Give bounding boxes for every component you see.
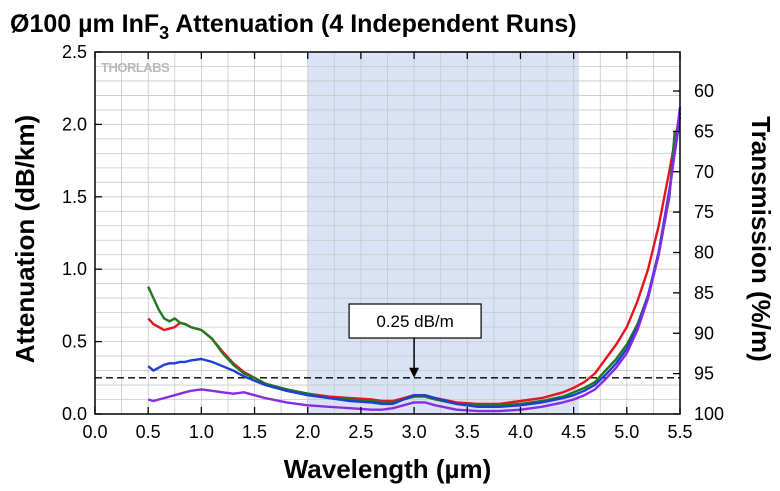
- grid-lines: [95, 52, 680, 414]
- y-tick-label: 1.0: [62, 259, 87, 279]
- x-tick-label: 4.0: [508, 422, 533, 442]
- y2-tick-label: 70: [694, 162, 714, 182]
- y2-tick-label: 85: [694, 283, 714, 303]
- y2-tick-label: 100: [694, 404, 724, 424]
- y-tick-label: 0.0: [62, 404, 87, 424]
- data-series: [147, 106, 682, 413]
- x-tick-label: 3.0: [402, 422, 427, 442]
- annotation-box: [348, 303, 482, 339]
- y2-tick-label: 65: [694, 121, 714, 141]
- x-tick-label: 4.5: [561, 422, 586, 442]
- series-line-2: [147, 131, 676, 407]
- y2-axis-title: Transmission (%/m): [746, 116, 776, 362]
- y2-tick-label: 60: [694, 81, 714, 101]
- x-tick-label: 3.5: [455, 422, 480, 442]
- x-tick-label: 5.0: [614, 422, 639, 442]
- series-line-3: [147, 117, 682, 408]
- series-line-4: [147, 106, 682, 413]
- chart-title-text: Ø100 µm InF3 Attenuation (4 Independent …: [10, 10, 577, 43]
- y-tick-label: 2.5: [62, 42, 87, 62]
- annotation: 0.25 dB/m: [348, 303, 482, 378]
- y-tick-label: 2.0: [62, 114, 87, 134]
- x-tick-label: 2.5: [348, 422, 373, 442]
- y-tick-label: 1.5: [62, 187, 87, 207]
- chart-title-subscript: 3: [159, 23, 169, 43]
- chart-title: Ø100 µm InF3 Attenuation (4 Independent …: [10, 10, 577, 43]
- x-tick-label: 0.5: [136, 422, 161, 442]
- x-tick-label: 1.5: [242, 422, 267, 442]
- x-axis-title: Wavelength (µm): [284, 454, 492, 484]
- chart-title-main: Ø100 µm InF: [10, 10, 159, 38]
- y2-tick-label: 80: [694, 243, 714, 263]
- y2-tick-label: 90: [694, 323, 714, 343]
- chart-title-rest: Attenuation (4 Independent Runs): [169, 10, 576, 38]
- annotation-arrow-head: [409, 367, 420, 378]
- x-tick-label: 2.0: [295, 422, 320, 442]
- annotation-label: 0.25 dB/m: [376, 312, 454, 331]
- y-tick-label: 0.5: [62, 332, 87, 352]
- thorlabs-watermark: THORLABS: [101, 60, 170, 75]
- axis-ticks: 0.0 0.5 1.0 1.5 2.0 2.5 3.0 3.5 4.0 4.5 5.0 5.5 0.0 0…: [62, 42, 724, 442]
- plot-frame: [94, 51, 681, 415]
- shaded-region: [307, 52, 579, 414]
- y-axis-title: Attenuation (dB/km): [10, 115, 40, 363]
- x-tick-label: 1.0: [189, 422, 214, 442]
- x-tick-label: 0.0: [82, 422, 107, 442]
- y2-tick-label: 95: [694, 364, 714, 384]
- y2-tick-label: 75: [694, 202, 714, 222]
- x-tick-label: 5.5: [667, 422, 692, 442]
